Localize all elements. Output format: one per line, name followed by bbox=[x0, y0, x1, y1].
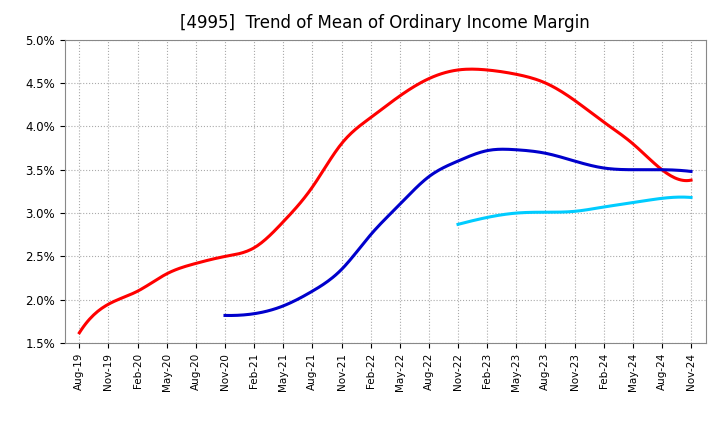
5 Years bbox=[225, 313, 234, 318]
3 Years bbox=[77, 327, 86, 332]
Title: [4995]  Trend of Mean of Ordinary Income Margin: [4995] Trend of Mean of Ordinary Income … bbox=[180, 15, 590, 33]
5 Years bbox=[687, 169, 696, 174]
5 Years bbox=[509, 147, 518, 152]
5 Years bbox=[222, 313, 231, 318]
7 Years bbox=[454, 221, 463, 227]
7 Years bbox=[650, 197, 659, 202]
Line: 3 Years: 3 Years bbox=[79, 69, 691, 333]
3 Years bbox=[75, 330, 84, 335]
3 Years bbox=[437, 71, 446, 77]
Line: 7 Years: 7 Years bbox=[458, 197, 691, 224]
3 Years bbox=[631, 144, 640, 149]
3 Years bbox=[468, 66, 477, 72]
3 Years bbox=[687, 177, 696, 183]
3 Years bbox=[439, 70, 448, 76]
5 Years bbox=[498, 147, 507, 152]
5 Years bbox=[616, 167, 625, 172]
7 Years bbox=[454, 222, 462, 227]
7 Years bbox=[596, 205, 605, 210]
3 Years bbox=[593, 114, 601, 120]
7 Years bbox=[665, 195, 673, 200]
Line: 5 Years: 5 Years bbox=[225, 149, 691, 315]
7 Years bbox=[593, 205, 601, 211]
7 Years bbox=[592, 205, 600, 211]
7 Years bbox=[678, 194, 686, 200]
3 Years bbox=[449, 68, 458, 73]
5 Years bbox=[646, 167, 654, 172]
5 Years bbox=[500, 147, 508, 152]
5 Years bbox=[220, 313, 229, 318]
5 Years bbox=[501, 147, 510, 152]
7 Years bbox=[687, 195, 696, 200]
